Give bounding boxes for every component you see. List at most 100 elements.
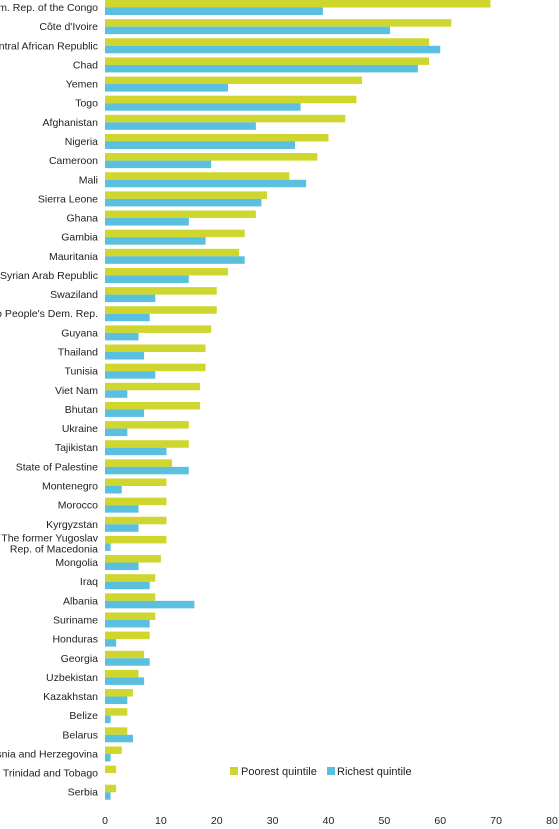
legend-label-richest: Richest quintile — [337, 766, 412, 778]
bar-richest — [105, 792, 111, 800]
category-label: Togo — [75, 98, 98, 110]
bar-richest — [105, 237, 206, 245]
category-label: Tajikistan — [55, 442, 98, 454]
category-label: Sierra Leone — [38, 193, 98, 205]
category-label: Iraq — [80, 576, 98, 588]
bar-richest — [105, 332, 139, 341]
bar-richest — [105, 639, 117, 647]
bar-richest — [105, 275, 189, 283]
x-tick-label: 60 — [434, 815, 446, 827]
category-label: Serbia — [68, 787, 99, 799]
category-labels: Dem. Rep. of the Congo Côte d'Ivoire Centr… — [0, 2, 99, 799]
bar-poorest — [105, 76, 363, 85]
bar-richest — [105, 524, 139, 532]
bar-richest — [105, 294, 156, 303]
bar-poorest — [105, 172, 290, 180]
category-label: Bhutan — [65, 404, 98, 416]
category-label: Georgia — [61, 653, 99, 665]
bar-richest — [105, 562, 139, 571]
x-axis-ticks: 0 10 20 30 40 50 60 70 80 — [102, 815, 558, 827]
category-label: Viet Nam — [55, 385, 98, 397]
category-label: Mali — [79, 174, 98, 186]
bar-richest — [105, 447, 167, 456]
x-tick-label: 20 — [211, 815, 223, 827]
category-label: Tunisia — [65, 366, 99, 378]
bar-poorest — [105, 593, 156, 601]
bar-poorest — [105, 746, 122, 754]
bar-poorest — [105, 421, 189, 429]
bar-richest — [105, 409, 145, 417]
category-label: Trinidad and Tobago — [3, 768, 98, 780]
bar-poorest — [105, 344, 206, 353]
bar-poorest — [105, 708, 128, 716]
bar-richest — [105, 313, 150, 322]
bar-richest — [105, 141, 295, 149]
bar-poorest — [105, 440, 189, 448]
bar-richest — [105, 466, 189, 475]
category-label: Uzbekistan — [46, 672, 98, 684]
x-tick-label: 50 — [379, 815, 391, 827]
bar-poorest — [105, 689, 133, 697]
bar-richest — [105, 600, 195, 609]
bar-richest — [105, 218, 189, 226]
bar-richest — [105, 390, 128, 398]
category-label: Honduras — [52, 634, 98, 646]
bar-richest — [105, 64, 418, 73]
category-label: Mongolia — [55, 557, 98, 569]
bar-richest — [105, 715, 111, 724]
bar-richest — [105, 734, 133, 743]
bar-poorest — [105, 38, 430, 46]
bar-poorest — [105, 153, 318, 161]
bar-poorest — [105, 612, 156, 620]
category-label: Yemen — [66, 79, 98, 91]
bar-poorest — [105, 401, 200, 410]
x-tick-label: 10 — [155, 815, 167, 827]
bar-poorest — [105, 765, 117, 774]
bar-poorest — [105, 535, 167, 544]
bar-poorest — [105, 0, 491, 8]
category-label: The former Yugoslav Rep. of Macedonia — [1, 532, 98, 555]
legend-swatch-poorest — [230, 767, 238, 775]
category-label: Belize — [69, 710, 98, 722]
bar-richest — [105, 581, 150, 590]
bar-richest — [105, 543, 111, 551]
bar-poorest — [105, 114, 346, 123]
bar-poorest — [105, 267, 228, 276]
bar-poorest — [105, 210, 256, 219]
bar-poorest — [105, 631, 150, 640]
category-label: Central African Republic — [0, 40, 98, 52]
bar-richest — [105, 198, 262, 207]
bar-richest — [105, 677, 145, 685]
x-tick-label: 70 — [490, 815, 502, 827]
bar-richest — [105, 505, 139, 513]
legend-label-poorest: Poorest quintile — [241, 766, 317, 778]
category-label: Cameroon — [49, 155, 98, 167]
bar-richest — [105, 26, 390, 35]
category-label: Morocco — [58, 500, 98, 512]
bars-group — [105, 0, 491, 800]
bar-richest — [105, 84, 228, 92]
bar-poorest — [105, 382, 200, 391]
category-label: Bosnia and Herzegovina — [0, 748, 98, 760]
category-label: Belarus — [62, 729, 98, 741]
bar-poorest — [105, 229, 245, 238]
bar-poorest — [105, 478, 167, 486]
category-label: Suriname — [53, 614, 98, 626]
bar-poorest — [105, 325, 212, 333]
category-label: Swaziland — [50, 289, 98, 301]
bar-richest — [105, 696, 128, 705]
bar-richest — [105, 179, 307, 188]
bar-richest — [105, 103, 301, 111]
x-tick-label: 40 — [323, 815, 335, 827]
legend-swatch-richest — [327, 767, 335, 775]
bar-richest — [105, 122, 256, 130]
category-label: Albania — [63, 595, 98, 607]
category-label: Guyana — [61, 327, 98, 339]
bar-poorest — [105, 363, 206, 372]
bar-richest — [105, 160, 212, 169]
category-label: Gambia — [61, 232, 98, 244]
x-tick-label: 30 — [267, 815, 279, 827]
legend: Poorest quintile Richest quintile — [230, 766, 412, 778]
category-label: Kazakhstan — [43, 691, 98, 703]
